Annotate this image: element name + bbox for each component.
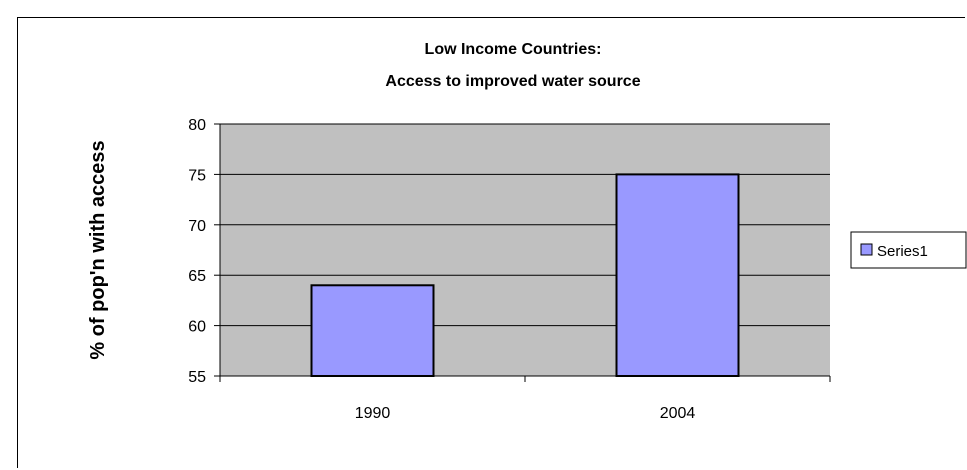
- y-tick-label: 55: [188, 369, 206, 386]
- y-tick-label: 60: [188, 319, 206, 336]
- x-tick-label: 2004: [660, 405, 696, 422]
- y-tick-label: 75: [188, 167, 206, 184]
- chart-title: Low Income Countries: Access to improved…: [385, 41, 640, 90]
- legend-swatch-series1: [860, 243, 873, 256]
- plot-area: 55 60 65 70 75 80 1990 2004: [188, 117, 831, 422]
- legend-label-series1: Series1: [877, 243, 928, 260]
- y-tick-label: 80: [188, 117, 206, 134]
- y-tick-label: 65: [188, 268, 206, 285]
- chart-frame: [17, 17, 965, 468]
- bar-2004: [615, 173, 740, 377]
- legend: Series1: [850, 231, 967, 269]
- y-axis-label: % of pop'n with access: [87, 140, 109, 359]
- y-tick-label: 70: [188, 218, 206, 235]
- bar-1990: [310, 284, 435, 377]
- x-tick-label: 1990: [355, 405, 391, 422]
- chart-title-line-2: Access to improved water source: [385, 73, 640, 90]
- chart-title-line-1: Low Income Countries:: [425, 41, 602, 58]
